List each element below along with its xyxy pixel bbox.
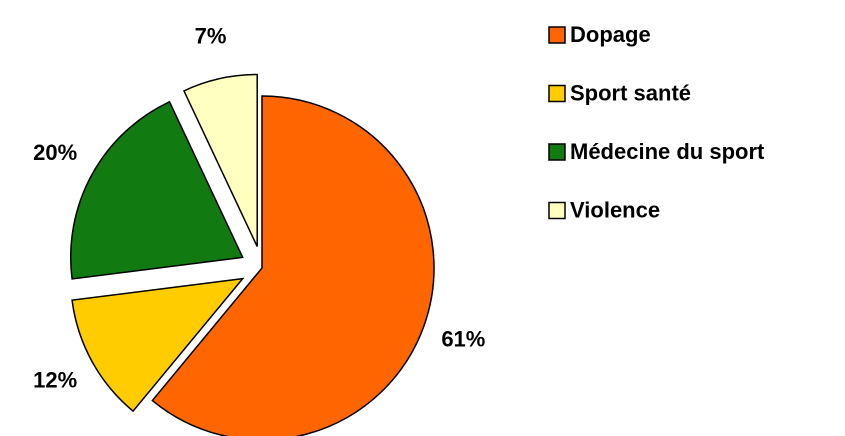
data-label: 20% xyxy=(33,140,77,165)
legend-label: Médecine du sport xyxy=(570,139,765,164)
legend-swatch xyxy=(548,84,566,103)
legend-swatch xyxy=(548,26,566,44)
pie-slice xyxy=(182,73,258,247)
legend-label: Violence xyxy=(570,197,660,222)
pie-slice xyxy=(71,277,245,413)
pie-slice xyxy=(151,95,435,436)
legend-swatch xyxy=(548,201,566,220)
legend-label: Dopage xyxy=(570,22,651,47)
legend-swatch xyxy=(548,143,566,161)
data-label: 12% xyxy=(33,368,77,393)
data-label: 7% xyxy=(195,23,227,48)
pie-slice xyxy=(69,100,244,280)
data-label: 61% xyxy=(441,326,485,351)
legend-label: Sport santé xyxy=(570,80,691,105)
